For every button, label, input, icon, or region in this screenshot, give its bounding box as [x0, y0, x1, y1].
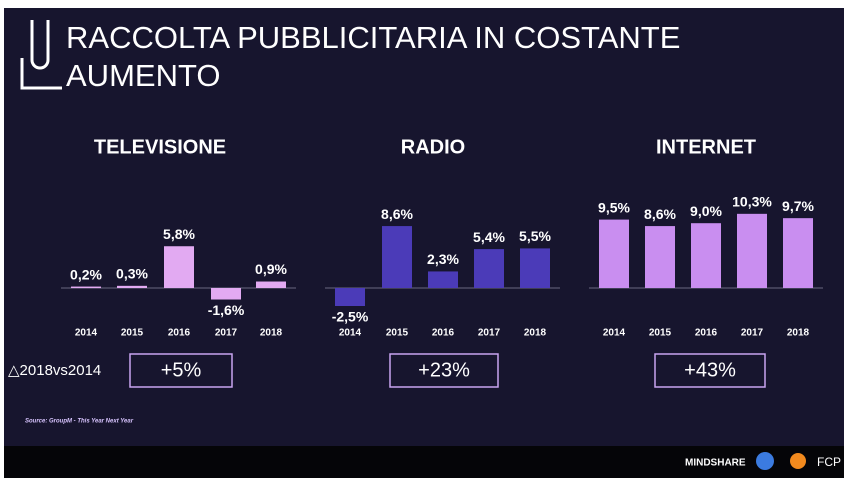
x-tick-label: 2017	[741, 328, 764, 339]
chart-title: INTERNET	[656, 136, 756, 158]
x-tick-label: 2017	[215, 328, 238, 339]
logo: MINDSHARE	[685, 458, 746, 469]
x-tick-label: 2015	[121, 328, 144, 339]
bar	[117, 286, 147, 288]
value-label: 0,9%	[255, 261, 287, 277]
logo-icon	[756, 452, 774, 470]
x-tick-label: 2018	[524, 328, 547, 339]
x-tick-label: 2015	[649, 328, 672, 339]
value-label: 9,0%	[690, 203, 722, 219]
value-label: 2,3%	[427, 251, 459, 267]
x-tick-label: 2015	[386, 328, 409, 339]
chart-title: RADIO	[401, 136, 465, 158]
value-label: -1,6%	[208, 302, 245, 318]
logo-icon	[790, 453, 806, 469]
delta-value: +43%	[684, 359, 736, 381]
x-tick-label: 2017	[478, 328, 501, 339]
value-label: 10,3%	[732, 194, 772, 210]
value-label: 9,5%	[598, 199, 630, 215]
source: Source: GroupM - This Year Next Year	[25, 419, 134, 425]
bar	[520, 248, 550, 288]
slide: RACCOLTA PUBBLICITARIA IN COSTANTE AUMEN…	[0, 0, 850, 478]
value-label: 0,3%	[116, 266, 148, 282]
bar	[382, 226, 412, 288]
x-tick-label: 2016	[695, 328, 718, 339]
x-tick-label: 2014	[339, 328, 362, 339]
delta-value: +5%	[161, 359, 202, 381]
value-label: 5,5%	[519, 228, 551, 244]
page: RACCOLTA PUBBLICITARIA IN COSTANTE AUMEN…	[0, 0, 850, 478]
x-tick-label: 2014	[603, 328, 626, 339]
value-label: 8,6%	[381, 206, 413, 222]
x-tick-label: 2018	[260, 328, 283, 339]
value-label: 0,2%	[70, 266, 102, 282]
logo: FCP	[817, 455, 841, 469]
bar	[645, 226, 675, 288]
bar	[599, 220, 629, 288]
value-label: 5,4%	[473, 229, 505, 245]
bar	[691, 223, 721, 288]
bar	[428, 271, 458, 288]
bar	[164, 246, 194, 288]
bar	[71, 287, 101, 289]
value-label: -2,5%	[332, 309, 369, 325]
bar	[474, 249, 504, 288]
bar	[783, 218, 813, 288]
bar	[335, 288, 365, 306]
title-line: RACCOLTA PUBBLICITARIA IN COSTANTE	[66, 20, 680, 55]
x-tick-label: 2016	[432, 328, 455, 339]
bar	[737, 214, 767, 288]
title-line: AUMENTO	[66, 58, 220, 93]
delta-value: +23%	[418, 359, 470, 381]
bar	[256, 282, 286, 288]
x-tick-label: 2016	[168, 328, 191, 339]
bar	[211, 288, 241, 300]
comparison-label: △2018vs2014	[8, 362, 101, 379]
value-label: 8,6%	[644, 206, 676, 222]
chart-title: TELEVISIONE	[94, 136, 226, 158]
value-label: 5,8%	[163, 226, 195, 242]
x-tick-label: 2014	[75, 328, 98, 339]
value-label: 9,7%	[782, 198, 814, 214]
x-tick-label: 2018	[787, 328, 810, 339]
